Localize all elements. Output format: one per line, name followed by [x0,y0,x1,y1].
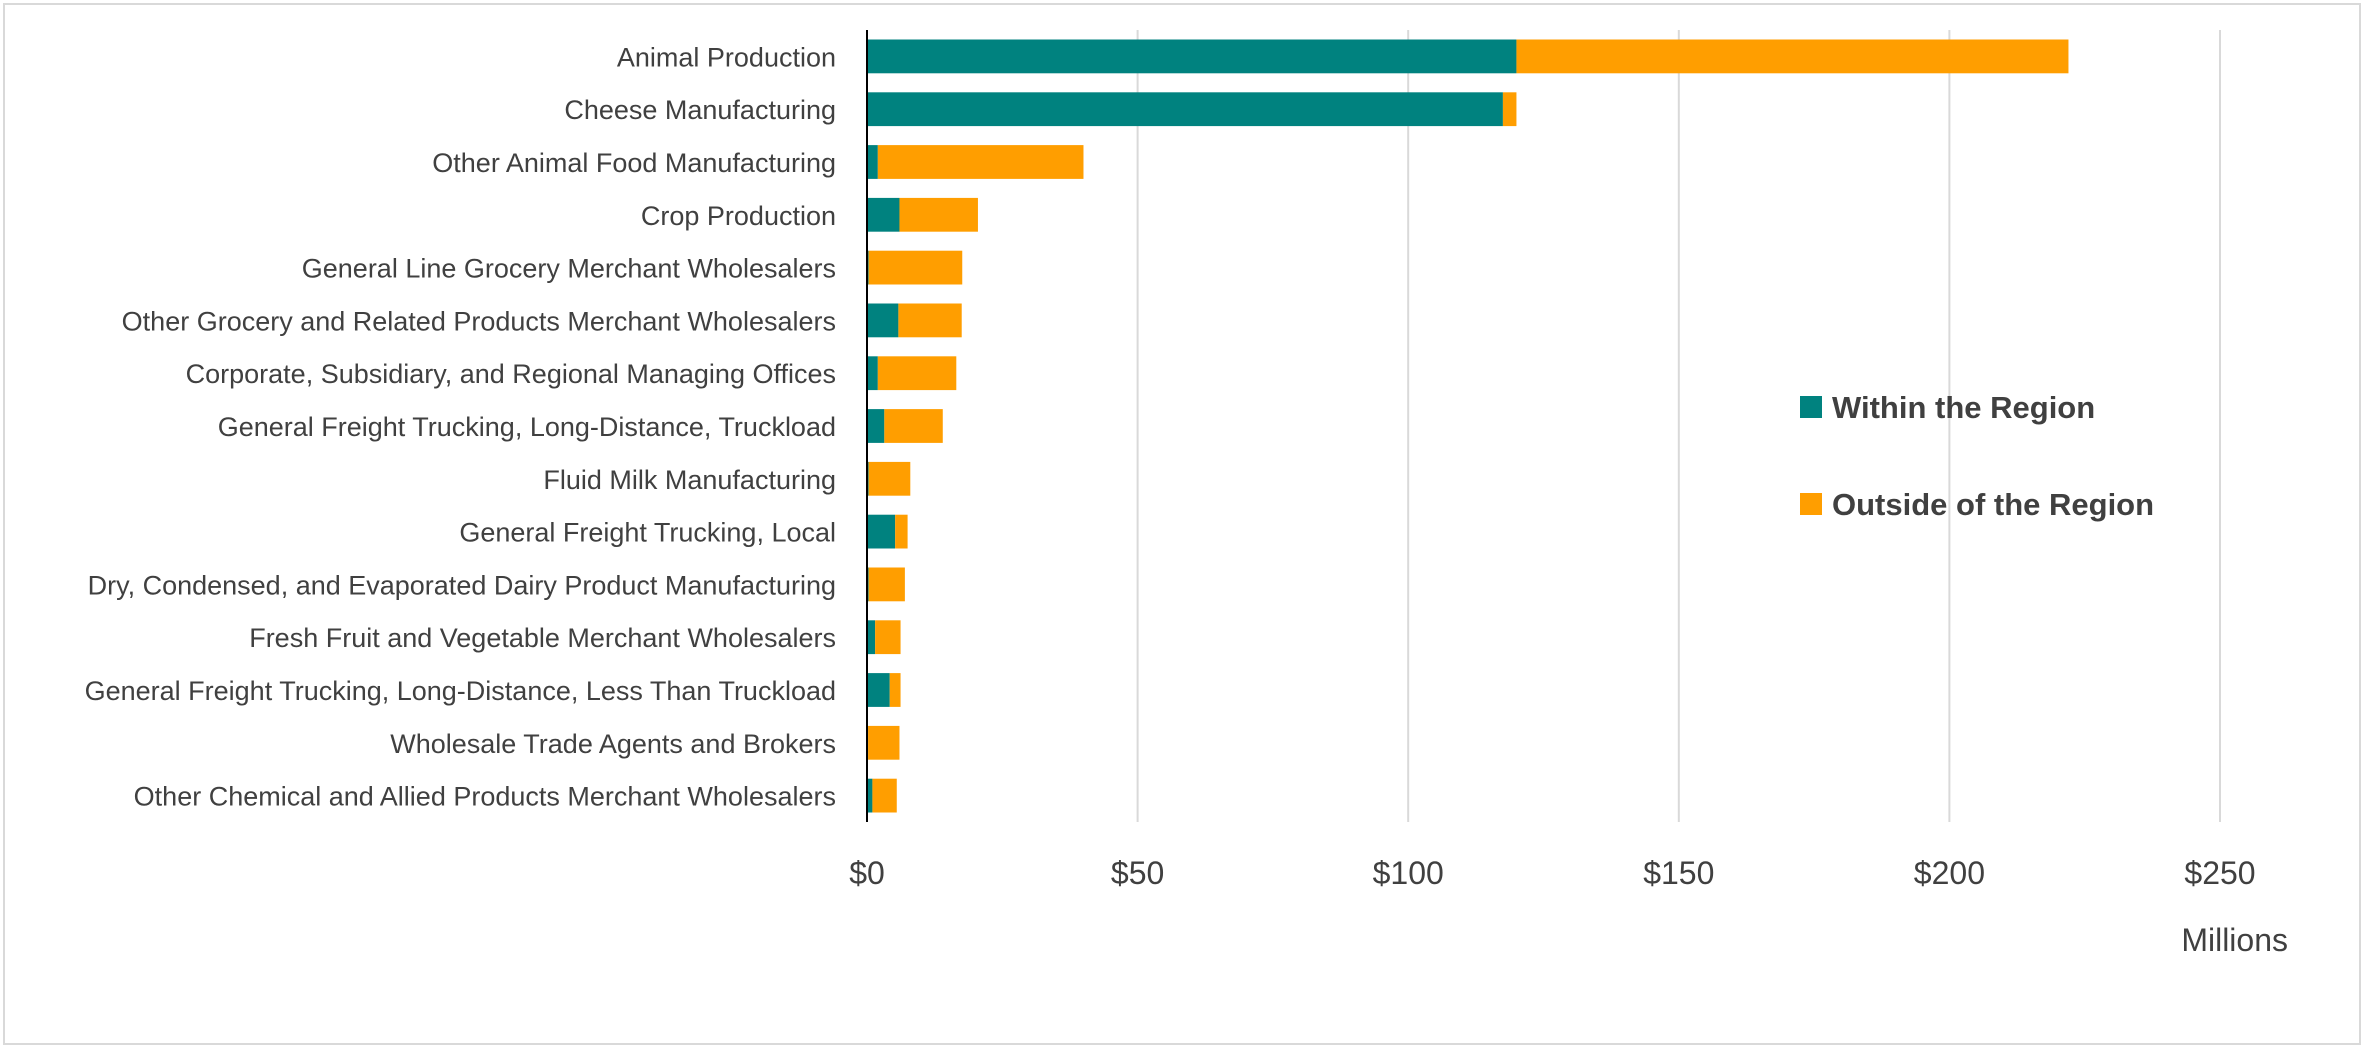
x-tick-label: $50 [1111,855,1164,891]
category-label: Other Grocery and Related Products Merch… [122,306,836,336]
bar-segment-outside [868,567,905,602]
bar-segment-outside [1516,39,2069,74]
bar-segment-within [867,39,1517,74]
bar-segment-within [867,620,876,655]
bar-segment-outside [868,461,911,496]
bar-segment-within [867,514,896,549]
legend-swatch [1800,396,1822,418]
bar-segment-within [867,356,878,391]
bar-segment-outside [898,303,962,338]
x-tick-label: $0 [849,855,885,891]
bar-segment-outside [868,250,963,285]
category-label: General Line Grocery Merchant Wholesaler… [302,254,836,284]
bar-segment-within [867,778,873,813]
category-label: Other Chemical and Allied Products Merch… [134,782,836,812]
bar-segment-within [867,673,890,707]
bar-segment-within [867,303,899,338]
category-label: Crop Production [641,201,836,231]
gridlines [1136,30,2221,822]
x-tick-label: $200 [1914,855,1985,891]
bar-segment-outside [1502,92,1517,127]
bar-segment-outside [899,197,978,232]
x-unit-label: Millions [2181,922,2288,958]
bar-segment-outside [884,409,943,443]
bar-segment-outside [875,620,901,655]
x-tick-labels: $0 $50 $100 $150 $200 $250 [849,855,2255,891]
x-tick-label: $100 [1373,855,1444,891]
category-labels: Animal Production Cheese Manufacturing Oth… [85,42,836,811]
category-label: General Freight Trucking, Local [459,518,836,548]
category-label: Cheese Manufacturing [564,95,836,125]
category-label: Fresh Fruit and Vegetable Merchant Whole… [249,623,836,653]
bars [867,39,2069,813]
bar-segment-within [867,197,900,232]
category-label: Corporate, Subsidiary, and Regional Mana… [186,359,836,389]
category-label: Dry, Condensed, and Evaporated Dairy Pro… [88,570,836,600]
legend-label: Outside of the Region [1832,487,2154,522]
x-tick-label: $250 [2184,855,2255,891]
category-label: General Freight Trucking, Long-Distance,… [218,412,836,442]
legend-label: Within the Region [1832,390,2095,425]
bar-segment-outside [868,725,900,760]
category-label: Other Animal Food Manufacturing [432,148,836,178]
bar-segment-within [867,92,1503,127]
bar-segment-outside [877,356,957,391]
category-label: General Freight Trucking, Long-Distance,… [85,676,836,706]
bar-segment-outside [895,514,908,549]
legend: Within the Region Outside of the Region [1800,390,2154,522]
category-label: Fluid Milk Manufacturing [543,465,836,495]
bar-segment-within [867,145,878,179]
bar-segment-within [867,409,885,443]
x-tick-label: $150 [1643,855,1714,891]
bar-segment-outside [877,145,1084,179]
bar-segment-outside [889,673,901,707]
category-label: Wholesale Trade Agents and Brokers [390,729,836,759]
chart-frame [3,3,2361,1045]
category-label: Animal Production [617,42,836,72]
legend-swatch [1800,493,1822,515]
bar-segment-outside [872,778,897,813]
